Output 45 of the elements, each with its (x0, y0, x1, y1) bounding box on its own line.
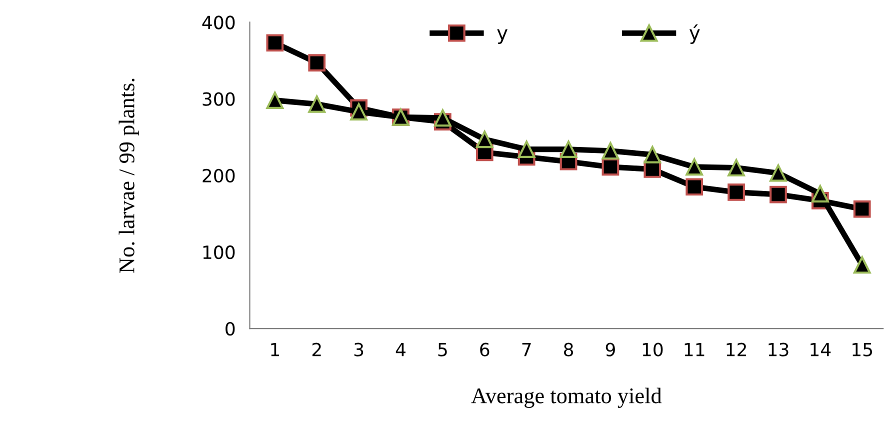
y-axis-title: No. larvae / 99 plants. (118, 78, 139, 273)
x-tick-label: 5 (438, 343, 447, 356)
point (811, 185, 829, 202)
point (728, 159, 745, 176)
point (644, 146, 662, 164)
x-axis-title: Average tomato yield (471, 388, 662, 408)
point (476, 130, 494, 148)
x-tick-label: 2 (312, 342, 321, 356)
y-tick-label: 0 (226, 322, 235, 336)
x-tick-label: 6 (480, 342, 490, 356)
point (266, 34, 284, 52)
point (308, 54, 326, 72)
point (853, 200, 871, 218)
x-tick-label: 1 (271, 343, 279, 356)
point (686, 158, 704, 176)
x-tick-label: 8 (564, 342, 574, 356)
point (560, 140, 578, 158)
point (728, 184, 745, 201)
y-tick-label: 300 (202, 92, 235, 106)
x-tick-label: 11 (684, 343, 704, 356)
x-tick-label: 13 (768, 342, 788, 356)
point (853, 256, 871, 274)
y-tick-label: 200 (202, 168, 235, 182)
x-tick-label: 14 (810, 343, 831, 356)
y-tick-label: 100 (203, 245, 235, 260)
point (518, 140, 536, 158)
x-tick-label: 4 (396, 343, 406, 356)
x-tick-label: 7 (522, 343, 531, 356)
x-tick-label: 10 (642, 342, 663, 356)
legend-label: y (497, 29, 508, 44)
point (308, 95, 326, 113)
point (434, 109, 452, 127)
point (350, 103, 368, 120)
point (686, 178, 704, 196)
x-tick-label: 9 (606, 342, 615, 356)
point (602, 158, 620, 176)
point (770, 164, 787, 182)
point (266, 92, 284, 110)
x-tick-label: 12 (726, 342, 746, 356)
legend-label: ý (690, 24, 700, 44)
x-tick-label: 15 (852, 343, 872, 356)
y-tick-label: 400 (202, 16, 235, 30)
point (602, 142, 620, 160)
x-tick-label: 3 (354, 342, 364, 356)
point (770, 186, 787, 204)
